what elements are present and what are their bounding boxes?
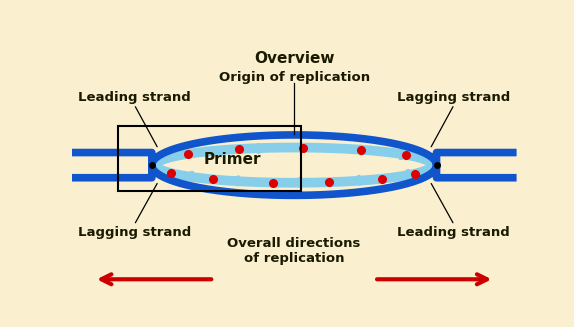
Text: Overall directions
of replication: Overall directions of replication — [227, 237, 361, 265]
Text: Origin of replication: Origin of replication — [219, 71, 370, 84]
Text: Leading strand: Leading strand — [79, 91, 191, 104]
Text: Leading strand: Leading strand — [397, 226, 510, 239]
Text: Lagging strand: Lagging strand — [79, 226, 192, 239]
Text: Lagging strand: Lagging strand — [397, 91, 510, 104]
Text: Primer: Primer — [203, 152, 261, 167]
Bar — [118, 126, 301, 191]
Text: Overview: Overview — [254, 51, 335, 66]
